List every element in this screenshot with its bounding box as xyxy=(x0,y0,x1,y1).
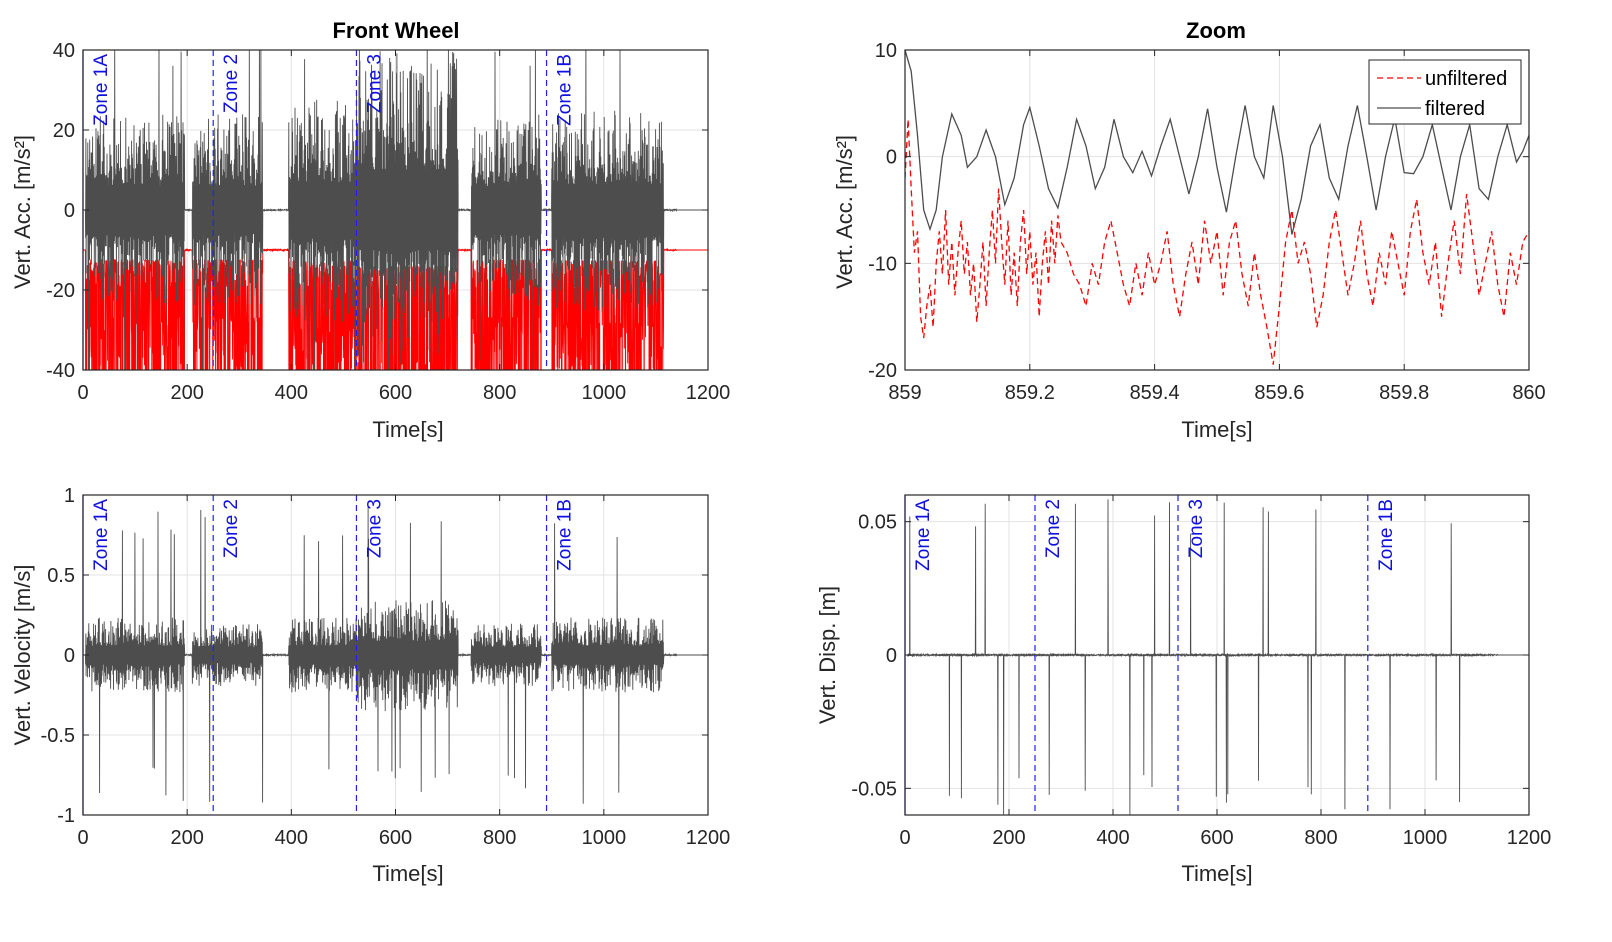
zone-label: Zone 3 xyxy=(364,54,385,113)
zoom-chart: Zoom Time[s] Vert. Acc. [m/s²] 859 859.2 8… xyxy=(832,18,1546,442)
x-axis-label: Time[s] xyxy=(372,861,443,886)
y-tick-label: -0.5 xyxy=(41,725,75,747)
y-tick-label: -20 xyxy=(46,280,75,302)
x-tick-label: 0 xyxy=(77,382,88,404)
y-axis-label: Vert. Acc. [m/s²] xyxy=(10,135,35,289)
displacement-chart: Time[s] Vert. Disp. [m] Zone 1A Zone 2 Zon… xyxy=(815,494,1552,886)
zone-label: Zone 1B xyxy=(1376,499,1397,571)
y-tick-label: 0 xyxy=(64,200,75,222)
series-line-unfiltered xyxy=(905,119,1529,365)
x-tick-label: 200 xyxy=(170,827,203,849)
x-tick-label: 1200 xyxy=(1507,827,1552,849)
series-line-filtered xyxy=(83,50,708,370)
y-tick-label: 0 xyxy=(886,645,897,667)
y-axis-label: Vert. Disp. [m] xyxy=(815,586,840,724)
x-axis-label: Time[s] xyxy=(1181,861,1252,886)
x-tick-label: 200 xyxy=(992,827,1025,849)
x-tick-label: 800 xyxy=(483,382,516,404)
series-line-filtered xyxy=(905,50,1529,235)
y-tick-label: -1 xyxy=(57,805,75,827)
y-tick-label: 1 xyxy=(64,485,75,507)
legend-box xyxy=(1368,59,1522,125)
axes-frame xyxy=(904,49,1530,371)
x-tick-label: 600 xyxy=(379,382,412,404)
zone-label: Zone 1B xyxy=(555,54,576,126)
y-tick-label: 0.05 xyxy=(858,512,897,534)
zone-label: Zone 3 xyxy=(364,499,385,558)
y-tick-label: 0 xyxy=(886,147,897,169)
zone-label: Zone 2 xyxy=(221,499,242,558)
x-tick-label: 859.2 xyxy=(1005,382,1055,404)
x-tick-label: 0 xyxy=(77,827,88,849)
y-tick-label: 40 xyxy=(53,40,75,62)
y-tick-label: -10 xyxy=(868,253,897,275)
x-tick-label: 859 xyxy=(888,382,921,404)
x-tick-label: 859.8 xyxy=(1379,382,1429,404)
zone-label: Zone 1A xyxy=(91,54,112,126)
zone-label: Zone 1A xyxy=(91,499,112,571)
y-tick-label: -0.05 xyxy=(851,778,897,800)
x-tick-label: 859.6 xyxy=(1254,382,1304,404)
y-axis-label: Vert. Velocity [m/s] xyxy=(10,565,35,746)
x-tick-label: 859.4 xyxy=(1130,382,1180,404)
x-tick-label: 1000 xyxy=(1403,827,1448,849)
x-tick-label: 860 xyxy=(1512,382,1545,404)
legend-label-filtered: filtered xyxy=(1425,98,1485,120)
y-tick-label: 20 xyxy=(53,120,75,142)
y-tick-label: 10 xyxy=(875,40,897,62)
x-tick-label: 200 xyxy=(170,382,203,404)
zone-label: Zone 1A xyxy=(913,499,934,571)
x-tick-label: 800 xyxy=(483,827,516,849)
velocity-chart: Time[s] Vert. Velocity [m/s] Zone 1A Zone… xyxy=(10,485,730,886)
x-tick-label: 400 xyxy=(275,827,308,849)
plot-area xyxy=(83,50,708,370)
x-axis-label: Time[s] xyxy=(372,417,443,442)
zone-label: Zone 1B xyxy=(555,499,576,571)
x-tick-label: 400 xyxy=(275,382,308,404)
legend-label-unfiltered: unfiltered xyxy=(1425,68,1507,90)
zone-label: Zone 3 xyxy=(1186,499,1207,558)
x-tick-label: 400 xyxy=(1096,827,1129,849)
series-line-filtered xyxy=(83,507,708,804)
x-tick-label: 1000 xyxy=(582,827,627,849)
x-tick-label: 800 xyxy=(1304,827,1337,849)
plot-area xyxy=(905,499,1529,815)
y-tick-label: -20 xyxy=(868,360,897,382)
chart-title: Zoom xyxy=(1186,18,1246,43)
x-tick-label: 0 xyxy=(899,827,910,849)
x-tick-label: 600 xyxy=(1200,827,1233,849)
y-tick-label: 0 xyxy=(64,645,75,667)
chart-title: Front Wheel xyxy=(332,18,459,43)
zone-label: Zone 2 xyxy=(1043,499,1064,558)
zone-label: Zone 2 xyxy=(221,54,242,113)
y-tick-label: 0.5 xyxy=(47,565,75,587)
x-tick-label: 1000 xyxy=(582,382,627,404)
x-axis-label: Time[s] xyxy=(1181,417,1252,442)
plot-area xyxy=(83,507,708,804)
plot-area xyxy=(905,50,1529,365)
y-tick-label: -40 xyxy=(46,360,75,382)
x-tick-label: 600 xyxy=(379,827,412,849)
y-axis-label: Vert. Acc. [m/s²] xyxy=(832,135,857,289)
series-line-unfiltered xyxy=(83,247,708,370)
series-line-filtered xyxy=(905,499,1529,815)
x-tick-label: 1200 xyxy=(686,827,731,849)
x-tick-label: 1200 xyxy=(686,382,731,404)
acceleration-chart: Front Wheel Time[s] Vert. Acc. [m/s²] Zo… xyxy=(10,18,731,442)
